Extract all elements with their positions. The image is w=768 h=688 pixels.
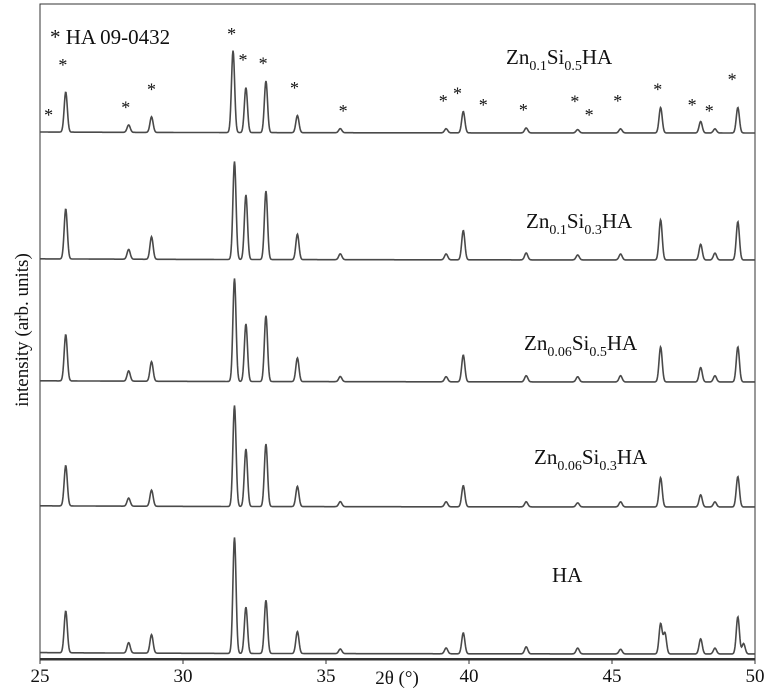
x-tick-label: 45	[603, 666, 622, 687]
series-line	[40, 278, 755, 383]
series-labels: Zn0.1Si0.5HA Zn0.1Si0.3HA Zn0.06Si0.5HA Zn0…	[506, 45, 648, 587]
series-label: Zn0.1Si0.5HA	[506, 45, 613, 74]
reference-marker: *	[439, 91, 448, 111]
series-line	[40, 537, 755, 655]
reference-marker: *	[688, 95, 697, 115]
reference-marker: *	[585, 105, 594, 125]
reference-marker: *	[705, 101, 714, 121]
x-tick-label: 30	[174, 666, 193, 687]
x-tick-label: 35	[317, 666, 336, 687]
reference-marker: *	[453, 84, 462, 104]
reference-marker: *	[44, 105, 53, 125]
x-tick-label: 25	[31, 666, 50, 687]
y-axis-label: intensity (arb. units)	[12, 253, 33, 407]
reference-marker: *	[479, 95, 488, 115]
reference-marker: *	[728, 70, 737, 90]
reference-marker: *	[290, 78, 299, 98]
series-label: Zn0.1Si0.3HA	[526, 209, 633, 238]
reference-marker: *	[147, 79, 156, 99]
x-tick-label: 50	[746, 666, 765, 687]
series-label: Zn0.06Si0.3HA	[534, 445, 648, 474]
reference-marker: *	[613, 91, 622, 111]
reference-marker: *	[58, 55, 67, 75]
reference-marker: *	[259, 53, 268, 73]
reference-marker: *	[570, 92, 579, 112]
x-axis-label: 2θ (°)	[375, 668, 419, 688]
series-label: HA	[552, 563, 583, 587]
series-line	[40, 405, 755, 508]
reference-marker: *	[227, 24, 236, 44]
plot-frame	[39, 3, 756, 661]
reference-legend-label: * HA 09-0432	[50, 25, 170, 49]
series-traces	[40, 50, 755, 655]
x-tick-label: 40	[460, 666, 479, 687]
reference-markers: ****** *** * ** * ***** **	[44, 24, 737, 125]
x-ticks: 25 30 35 40 45 50	[31, 659, 765, 687]
reference-marker: *	[519, 100, 528, 120]
series-line	[40, 50, 755, 134]
reference-marker: *	[121, 98, 130, 118]
series-line	[40, 161, 755, 261]
reference-marker: *	[653, 80, 662, 100]
reference-marker: *	[339, 101, 348, 121]
reference-marker: *	[239, 50, 248, 70]
series-label: Zn0.06Si0.5HA	[524, 331, 638, 360]
